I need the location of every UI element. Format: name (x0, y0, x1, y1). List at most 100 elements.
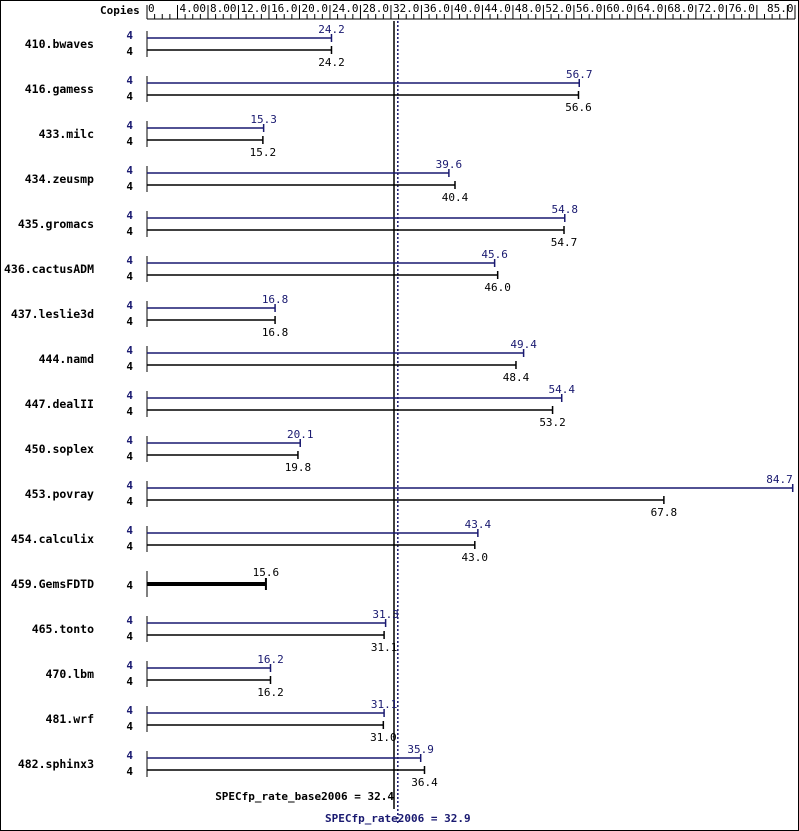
value-label-base: 56.6 (565, 101, 592, 114)
copies-peak: 4 (126, 659, 133, 672)
copies-base: 4 (126, 630, 133, 643)
value-label-peak: 49.4 (510, 338, 537, 351)
copies-peak: 4 (126, 119, 133, 132)
x-tick-label: 60.0 (606, 2, 633, 15)
copies-peak: 4 (126, 479, 133, 492)
x-tick-label: 32.0 (393, 2, 420, 15)
copies-peak: 4 (126, 74, 133, 87)
copies-peak: 4 (126, 164, 133, 177)
x-tick-label: 16.0 (271, 2, 298, 15)
x-tick-label: 64.0 (637, 2, 664, 15)
copies-base: 4 (126, 450, 133, 463)
value-label-base: 16.2 (257, 686, 284, 699)
x-tick-label: 76.0 (728, 2, 755, 15)
value-label-peak: 56.7 (566, 68, 593, 81)
value-label-peak: 16.8 (262, 293, 289, 306)
copies-base: 4 (126, 270, 133, 283)
value-label-base: 31.0 (370, 731, 397, 744)
copies-header: Copies (100, 4, 140, 17)
value-label-base: 48.4 (503, 371, 530, 384)
copies-base: 4 (126, 315, 133, 328)
benchmark-label: 454.calculix (11, 532, 94, 546)
value-label-base: 46.0 (484, 281, 511, 294)
reference-label-base: SPECfp_rate_base2006 = 32.4 (215, 790, 394, 803)
copies-peak: 4 (126, 299, 133, 312)
x-tick-label: 85.0 (767, 2, 794, 15)
reference-label-peak: SPECfp_rate2006 = 32.9 (325, 812, 471, 825)
x-tick-label: 68.0 (667, 2, 694, 15)
benchmark-label: 433.milc (39, 127, 94, 141)
benchmark-label: 450.soplex (25, 442, 94, 456)
value-label-peak: 84.7 (766, 473, 793, 486)
copies-peak: 4 (126, 524, 133, 537)
value-label-peak: 31.1 (371, 698, 398, 711)
benchmark-label: 416.gamess (25, 82, 94, 96)
copies-peak: 4 (126, 29, 133, 42)
x-tick-label: 0 (148, 2, 155, 15)
value-label-peak: 39.6 (436, 158, 463, 171)
benchmark-label: 482.sphinx3 (18, 757, 94, 771)
copies-base: 4 (126, 720, 133, 733)
value-label-peak: 16.2 (257, 653, 284, 666)
copies-base: 4 (126, 45, 133, 58)
value-label-peak: 54.8 (552, 203, 579, 216)
copies-base: 4 (126, 579, 133, 592)
value-label-peak: 15.3 (250, 113, 277, 126)
value-label-base: 67.8 (651, 506, 678, 519)
x-tick-label: 72.0 (698, 2, 725, 15)
x-tick-label: 44.0 (484, 2, 511, 15)
value-label-base: 40.4 (442, 191, 469, 204)
x-tick-label: 28.0 (362, 2, 389, 15)
benchmark-label: 465.tonto (32, 622, 94, 636)
copies-peak: 4 (126, 344, 133, 357)
benchmark-label: 410.bwaves (25, 37, 94, 51)
copies-base: 4 (126, 180, 133, 193)
x-tick-label: 36.0 (423, 2, 450, 15)
copies-base: 4 (126, 495, 133, 508)
copies-base: 4 (126, 90, 133, 103)
copies-peak: 4 (126, 614, 133, 627)
value-label-base: 15.6 (253, 566, 280, 579)
value-label-base: 16.8 (262, 326, 289, 339)
benchmark-label: 437.leslie3d (11, 307, 94, 321)
x-tick-label: 24.0 (332, 2, 359, 15)
benchmark-label: 453.povray (25, 487, 94, 501)
x-tick-label: 52.0 (545, 2, 572, 15)
benchmark-label: 434.zeusmp (25, 172, 94, 186)
benchmark-label: 435.gromacs (18, 217, 94, 231)
value-label-base: 43.0 (462, 551, 489, 564)
copies-peak: 4 (126, 209, 133, 222)
value-label-base: 19.8 (285, 461, 312, 474)
x-tick-label: 20.0 (301, 2, 328, 15)
x-tick-label: 40.0 (454, 2, 481, 15)
value-label-base: 36.4 (411, 776, 438, 789)
copies-base: 4 (126, 360, 133, 373)
x-tick-label: 48.0 (515, 2, 542, 15)
benchmark-label: 444.namd (39, 352, 94, 366)
x-tick-label: 8.00 (210, 2, 237, 15)
copies-peak: 4 (126, 389, 133, 402)
value-label-base: 24.2 (318, 56, 345, 69)
benchmark-label: 459.GemsFDTD (11, 577, 94, 591)
value-label-base: 15.2 (250, 146, 277, 159)
value-label-peak: 20.1 (287, 428, 314, 441)
x-tick-label: 12.0 (240, 2, 267, 15)
value-label-base: 54.7 (551, 236, 578, 249)
benchmark-label: 436.cactusADM (4, 262, 94, 276)
copies-peak: 4 (126, 254, 133, 267)
copies-base: 4 (126, 675, 133, 688)
copies-base: 4 (126, 540, 133, 553)
benchmark-label: 481.wrf (46, 712, 95, 726)
x-tick-label: 56.0 (576, 2, 603, 15)
copies-base: 4 (126, 765, 133, 778)
benchmark-label: 470.lbm (46, 667, 95, 681)
copies-peak: 4 (126, 749, 133, 762)
value-label-base: 31.1 (371, 641, 398, 654)
copies-base: 4 (126, 405, 133, 418)
benchmark-label: 447.dealII (25, 397, 94, 411)
copies-peak: 4 (126, 704, 133, 717)
x-tick-label: 4.00 (179, 2, 206, 15)
value-label-base: 53.2 (539, 416, 566, 429)
